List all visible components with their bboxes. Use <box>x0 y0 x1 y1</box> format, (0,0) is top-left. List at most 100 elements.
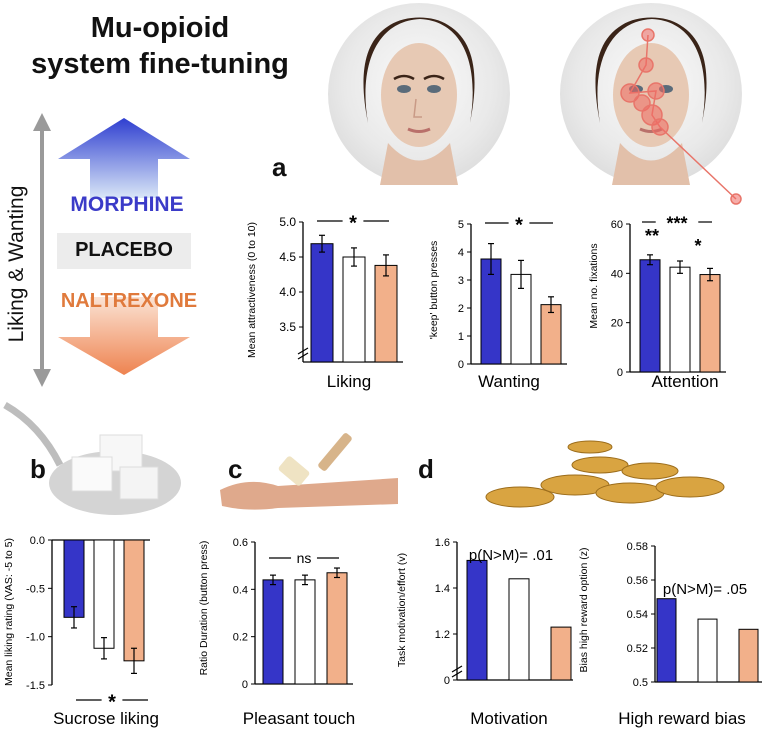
title-line-2: system fine-tuning <box>31 48 289 80</box>
y-tick-label: -1.5 <box>26 680 45 692</box>
y-tick-label: 60 <box>611 219 623 231</box>
y-tick-label: 5 <box>458 219 464 231</box>
label-naltrexone: NALTREXONE <box>60 290 198 312</box>
y-tick-label: 0.54 <box>627 609 648 621</box>
p-value-annotation: p(N>M)= .05 <box>663 581 747 598</box>
significance-label: ** <box>645 226 659 246</box>
axis-break-mark <box>451 665 463 673</box>
face-drawing <box>363 17 475 185</box>
significance-label: * <box>108 691 116 713</box>
bar-touch-naltrexone <box>326 572 348 685</box>
bar-sucrose-morphine <box>63 539 85 618</box>
y-tick-label: 0.2 <box>233 632 248 644</box>
chart-liking: Mean attractiveness (0 to 10) 5.0 4.5 4.0 3… <box>246 212 403 391</box>
ylabel-attention: Mean no. fixations <box>588 243 600 328</box>
chart-touch: Ratio Duration (button press) 0.6 0.4 0.2 0… <box>198 537 355 728</box>
bar-touch-morphine <box>262 579 284 685</box>
bar-sucrose-naltrexone <box>123 539 145 662</box>
y-tick-label: 3.5 <box>279 320 296 334</box>
y-tick-label: 20 <box>611 318 623 330</box>
y-tick-label: 0.56 <box>627 575 648 587</box>
y-tick-label: 4.0 <box>279 285 296 299</box>
xlabel-wanting: Wanting <box>478 372 540 391</box>
y-tick-label: 0.58 <box>627 541 648 553</box>
bar-reward_bias-naltrexone <box>738 628 759 683</box>
y-tick-label: 0.52 <box>627 643 648 655</box>
y-tick-label: 0 <box>242 679 248 691</box>
ylabel-touch: Ratio Duration (button press) <box>198 541 210 676</box>
bar-touch-placebo <box>294 579 316 685</box>
sugar-spoon-image <box>3 401 181 515</box>
y-tick-label: 4 <box>458 247 464 259</box>
y-tick-label: -0.5 <box>26 583 45 595</box>
axis-break-mark <box>297 352 309 360</box>
y-tick-label: 3 <box>458 275 464 287</box>
y-tick-label: 4.5 <box>279 250 296 264</box>
ylabel-reward-bias: Bias high reward option (z) <box>578 548 590 673</box>
bar-attention-placebo <box>669 266 691 373</box>
chart-sucrose: Mean liking rating (VAS: -5 to 5) 0.0 -0.… <box>3 535 159 728</box>
drug-direction-diagram <box>33 113 191 387</box>
side-label-wrap: Liking & Wanting <box>0 180 36 350</box>
y-tick-label: 0 <box>444 675 450 687</box>
chart-reward-bias: Bias high reward option (z) 0.58 0.56 0.54… <box>578 541 762 728</box>
axis-break-mark <box>297 347 309 355</box>
figure-title: Mu-opioid system fine-tuning <box>10 10 310 82</box>
bar-motivation-naltrexone <box>550 626 572 681</box>
panel-letter-a: a <box>272 152 287 182</box>
y-tick-label: 0.0 <box>30 535 45 547</box>
xlabel-attention: Attention <box>651 372 718 391</box>
y-tick-label: 0.5 <box>633 677 648 689</box>
label-morphine: MORPHINE <box>70 193 184 216</box>
significance-label: ns <box>297 550 312 566</box>
significance-label: * <box>694 236 701 256</box>
y-tick-label: 0 <box>617 367 623 379</box>
panel-letter-b: b <box>30 454 46 484</box>
up-arrow-icon <box>58 118 190 198</box>
placebo-box <box>57 233 191 269</box>
bar-reward_bias-placebo <box>697 618 718 683</box>
y-tick-label: -1.0 <box>26 632 45 644</box>
y-tick-label: 0 <box>458 359 464 371</box>
panel-letter-d: d <box>418 454 434 484</box>
face-image <box>328 3 510 185</box>
xlabel-sucrose: Sucrose liking <box>53 709 159 728</box>
y-tick-label: 40 <box>611 268 623 280</box>
bar-motivation-morphine <box>466 559 488 681</box>
significance-label: *** <box>666 214 687 234</box>
y-tick-label: 2 <box>458 303 464 315</box>
xlabel-touch: Pleasant touch <box>243 709 355 728</box>
bar-motivation-placebo <box>508 578 530 681</box>
coins-image <box>485 440 725 508</box>
axis-break-mark <box>451 670 463 678</box>
ylabel-wanting: 'keep' button presses <box>428 241 440 340</box>
ylabel-sucrose: Mean liking rating (VAS: -5 to 5) <box>3 538 15 686</box>
side-axis-label: Liking & Wanting <box>5 185 28 343</box>
bar-liking-morphine <box>310 243 334 363</box>
xlabel-liking: Liking <box>327 372 371 391</box>
bar-liking-placebo <box>342 256 366 363</box>
label-placebo: PLACEBO <box>75 239 173 261</box>
y-tick-label: 0.6 <box>233 537 248 549</box>
face-fixation-image <box>560 3 742 205</box>
bar-sucrose-placebo <box>93 539 115 649</box>
p-value-annotation: p(N>M)= .01 <box>469 547 553 564</box>
title-line-1: Mu-opioid <box>90 12 230 44</box>
bar-wanting-naltrexone <box>540 304 562 365</box>
bar-attention-morphine <box>639 259 661 373</box>
y-tick-label: 1.6 <box>435 537 450 549</box>
bar-attention-naltrexone <box>699 274 721 373</box>
chart-motivation: Task motivation/effort (v) 1.6 1.4 1.2 0 p(N… <box>396 537 573 728</box>
significance-label: * <box>349 212 357 234</box>
arm-brush-image <box>220 433 398 510</box>
bar-reward_bias-morphine <box>656 598 677 683</box>
down-arrow-icon <box>58 297 190 375</box>
xlabel-motivation: Motivation <box>470 709 547 728</box>
significance-label: * <box>515 214 523 236</box>
face-fixation-drawing <box>595 17 742 205</box>
bar-liking-naltrexone <box>374 264 398 363</box>
y-tick-label: 0.4 <box>233 584 248 596</box>
ylabel-motivation: Task motivation/effort (v) <box>396 553 408 667</box>
double-arrow-icon <box>33 113 51 387</box>
